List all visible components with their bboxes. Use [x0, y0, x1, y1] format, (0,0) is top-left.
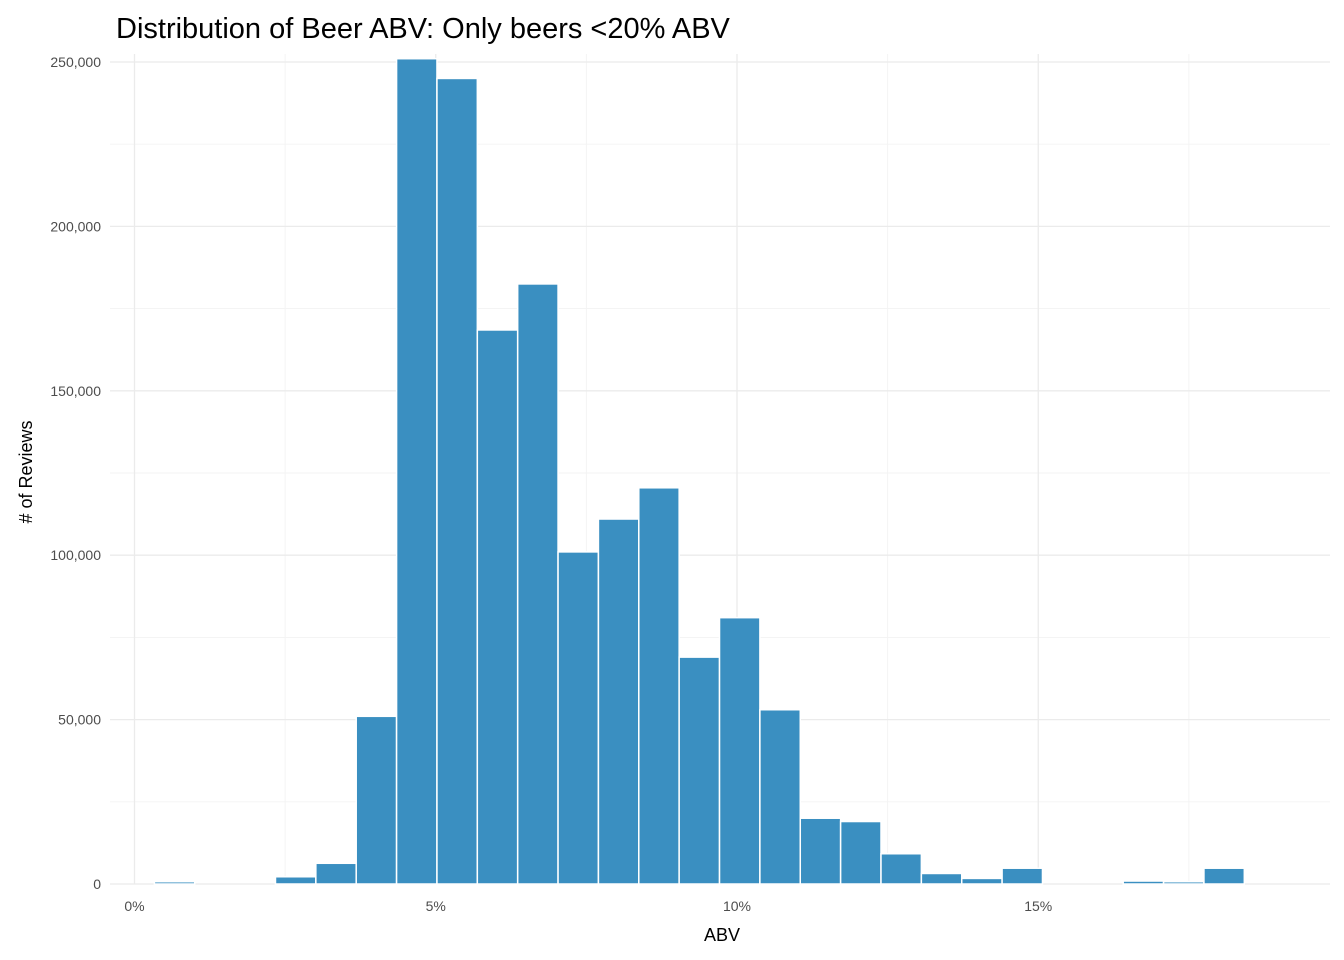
- histogram-bar: [395, 57, 438, 885]
- histogram-bar: [1122, 880, 1165, 885]
- x-tick-label: 15%: [1024, 898, 1052, 914]
- histogram-bar: [799, 817, 842, 885]
- y-tick-label: 200,000: [50, 218, 101, 234]
- histogram-bar: [516, 283, 559, 885]
- histogram-bar: [839, 820, 882, 885]
- x-tick-label: 0%: [124, 898, 144, 914]
- histogram-bar: [920, 872, 963, 885]
- y-tick-label: 0: [93, 876, 101, 892]
- histogram-bar: [638, 487, 680, 885]
- x-tick-label: 5%: [426, 898, 446, 914]
- histogram-bar: [315, 862, 357, 885]
- histogram-bar: [1162, 880, 1205, 885]
- chart-title: Distribution of Beer ABV: Only beers <20…: [116, 13, 731, 45]
- y-axis-ticks: 0 50,000 100,000 150,000 200,000 250,000: [50, 54, 101, 892]
- histogram-bar: [557, 551, 600, 885]
- x-axis-label: ABV: [704, 925, 740, 945]
- histogram-bar: [153, 880, 196, 885]
- histogram-bar: [476, 329, 519, 885]
- histogram-bar: [436, 77, 479, 885]
- histogram-bar: [355, 715, 398, 885]
- x-axis-ticks: 0% 5% 10% 15%: [124, 898, 1052, 914]
- histogram-bar: [1001, 867, 1044, 885]
- histogram-bar: [880, 853, 923, 885]
- y-tick-label: 250,000: [50, 54, 101, 70]
- y-tick-label: 100,000: [50, 547, 101, 563]
- histogram-bar: [718, 616, 761, 885]
- y-tick-label: 50,000: [58, 712, 101, 728]
- y-axis-label: # of Reviews: [16, 420, 36, 523]
- histogram-bar: [759, 708, 802, 885]
- histogram-bar: [960, 877, 1003, 885]
- histogram-bar: [597, 518, 640, 885]
- histogram-bar: [678, 656, 721, 885]
- histogram-bar: [1203, 867, 1246, 885]
- y-tick-label: 150,000: [50, 383, 101, 399]
- bars: [153, 57, 1246, 885]
- x-tick-label: 10%: [723, 898, 751, 914]
- histogram-bar: [274, 876, 317, 885]
